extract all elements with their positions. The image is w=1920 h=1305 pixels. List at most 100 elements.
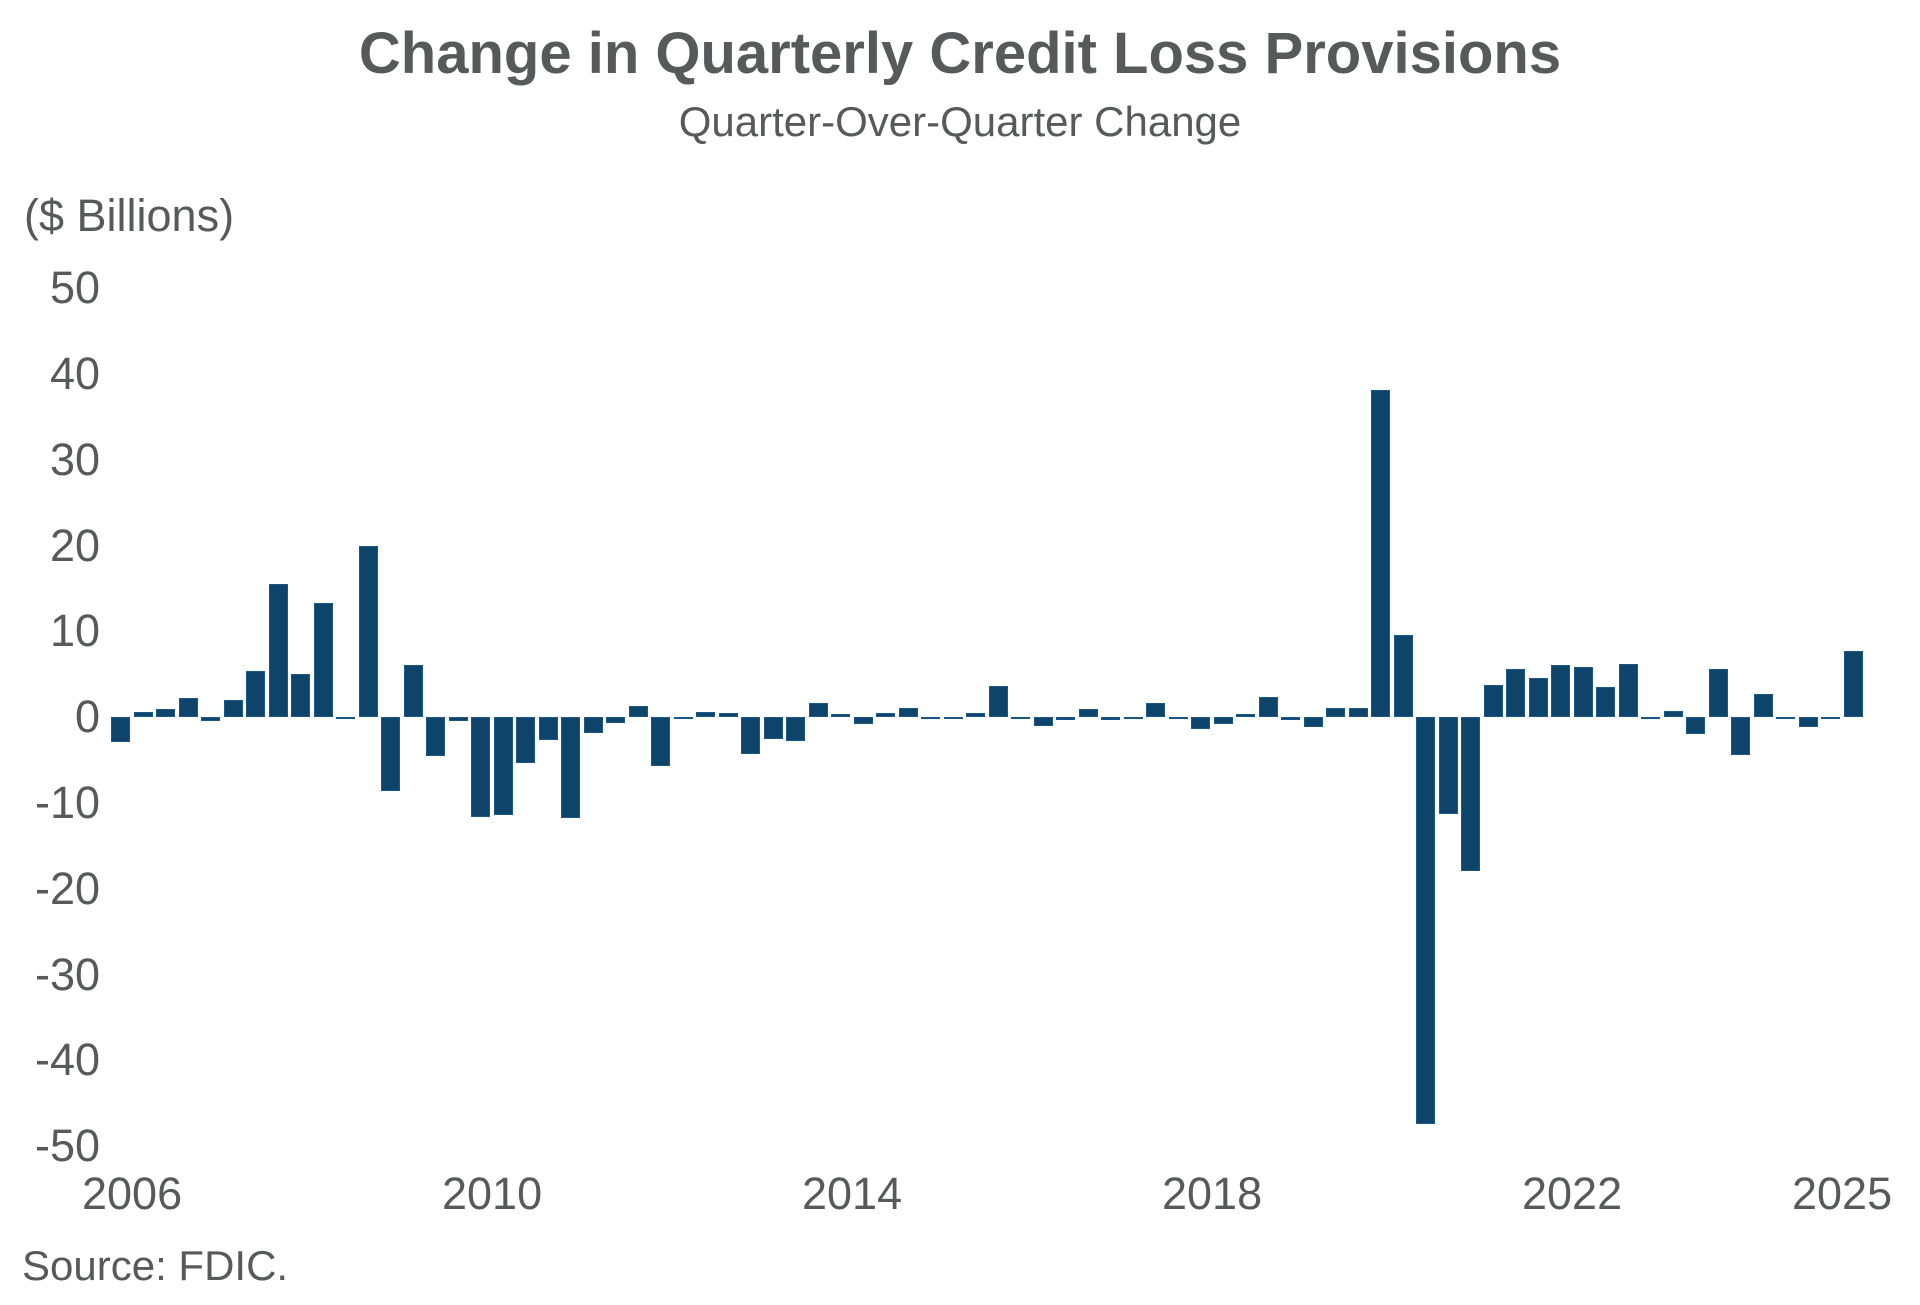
y-axis-unit-label: ($ Billions) [24, 190, 235, 241]
bar-2020-q2 [1393, 635, 1413, 717]
bar-2011-q1 [561, 716, 581, 818]
bar-2016-q4 [1078, 708, 1098, 717]
bar-2018-q4 [1258, 696, 1278, 717]
y-tick-label: 30 [49, 433, 100, 485]
bar-2018-q3 [1236, 714, 1256, 717]
bar-2022-q3 [1596, 686, 1616, 717]
bar-2016-q2 [1033, 716, 1053, 727]
bar-2024-q2 [1753, 693, 1773, 717]
bar-2021-q4 [1528, 678, 1548, 717]
bar-2011-q3 [606, 716, 626, 723]
y-tick-label: 10 [49, 605, 100, 657]
bar-2006-q3 [156, 708, 176, 717]
bar-2015-q2 [943, 716, 963, 720]
bar-2012-q2 [673, 716, 693, 720]
bar-2015-q4 [988, 685, 1008, 717]
bar-2007-q4 [268, 583, 288, 717]
bar-2006-q4 [178, 697, 198, 717]
bar-2024-q3 [1776, 716, 1796, 720]
bar-2015-q3 [966, 713, 986, 717]
bar-2022-q1 [1551, 665, 1571, 717]
bar-2013-q3 [786, 716, 806, 741]
y-tick-label: -50 [34, 1120, 100, 1172]
y-tick-label: 20 [49, 519, 100, 571]
bar-2014-q4 [898, 708, 918, 717]
bar-2007-q1 [201, 716, 221, 721]
bar-2025-q2 [1843, 651, 1863, 717]
bar-2013-q1 [741, 716, 761, 755]
bar-2017-q1 [1101, 716, 1121, 721]
bar-2019-q1 [1281, 716, 1301, 721]
bar-2021-q1 [1461, 716, 1481, 872]
bar-2009-q2 [403, 665, 423, 717]
chart-title: Change in Quarterly Credit Loss Provisio… [358, 21, 1562, 86]
bar-2008-q4 [358, 545, 378, 717]
bar-2014-q3 [876, 713, 896, 717]
bar-2017-q4 [1168, 716, 1188, 720]
bar-2009-q1 [381, 716, 401, 792]
bar-2017-q2 [1123, 716, 1143, 719]
y-tick-label: 40 [49, 348, 100, 399]
bar-2017-q3 [1146, 702, 1166, 717]
bar-2025-q1 [1821, 716, 1841, 719]
bar-2008-q1 [291, 673, 311, 717]
x-tick-label-2018: 2018 [1161, 1168, 1263, 1219]
bar-2024-q1 [1731, 716, 1751, 756]
bar-2010-q3 [516, 716, 536, 764]
bar-2022-q4 [1618, 663, 1638, 717]
bar-2024-q4 [1798, 716, 1818, 727]
bar-2007-q2 [223, 699, 243, 717]
bar-2023-q3 [1686, 716, 1706, 734]
bar-2011-q4 [628, 705, 648, 717]
chart-subtitle: Quarter-Over-Quarter Change [678, 98, 1242, 145]
bar-2010-q1 [471, 716, 491, 818]
bar-2012-q3 [696, 712, 716, 717]
bar-2010-q4 [538, 716, 558, 740]
bar-2013-q4 [808, 702, 828, 717]
bar-2023-q1 [1641, 716, 1661, 719]
bar-2018-q2 [1213, 716, 1233, 725]
bar-2009-q3 [426, 716, 446, 757]
bar-2010-q2 [493, 716, 513, 816]
bar-2007-q3 [246, 671, 266, 717]
bar-2006-q1 [111, 716, 131, 743]
bar-2019-q4 [1348, 708, 1368, 717]
bar-2008-q2 [313, 603, 333, 717]
bar-2014-q1 [831, 714, 851, 717]
bar-2023-q4 [1708, 668, 1728, 717]
bar-2016-q3 [1056, 716, 1076, 721]
bar-2021-q2 [1483, 684, 1503, 717]
y-tick-label: -30 [34, 948, 100, 1000]
bar-2020-q3 [1416, 716, 1436, 1125]
y-tick-label: -40 [34, 1034, 100, 1086]
bar-2013-q2 [763, 716, 783, 739]
bar-2014-q2 [853, 716, 873, 725]
bar-2020-q4 [1438, 716, 1458, 814]
x-tick-label-2025: 2025 [1791, 1168, 1893, 1219]
y-tick-label: -20 [34, 862, 100, 914]
x-tick-label-2006: 2006 [81, 1168, 183, 1219]
bar-2008-q3 [336, 716, 356, 720]
bar-2011-q2 [583, 716, 603, 733]
bar-2021-q3 [1506, 668, 1526, 717]
x-tick-label-2022: 2022 [1521, 1168, 1623, 1219]
bar-2020-q1 [1371, 389, 1391, 717]
bar-2009-q4 [448, 716, 468, 721]
y-tick-label: 0 [74, 691, 100, 743]
source-note: Source: FDIC. [22, 1242, 289, 1289]
x-tick-label-2010: 2010 [441, 1168, 543, 1219]
bar-2006-q2 [133, 711, 153, 717]
y-tick-label: 50 [49, 262, 100, 314]
bar-2016-q1 [1011, 716, 1031, 720]
bar-2019-q3 [1326, 708, 1346, 717]
bar-2018-q1 [1191, 716, 1211, 729]
x-tick-label-2014: 2014 [801, 1168, 903, 1219]
bar-2022-q2 [1573, 666, 1593, 717]
bar-2023-q2 [1663, 710, 1683, 717]
y-tick-label: -10 [34, 777, 100, 828]
bar-2015-q1 [921, 716, 941, 719]
bar-2012-q1 [651, 716, 671, 767]
bar-2019-q2 [1303, 716, 1323, 727]
bar-2012-q4 [718, 713, 738, 717]
